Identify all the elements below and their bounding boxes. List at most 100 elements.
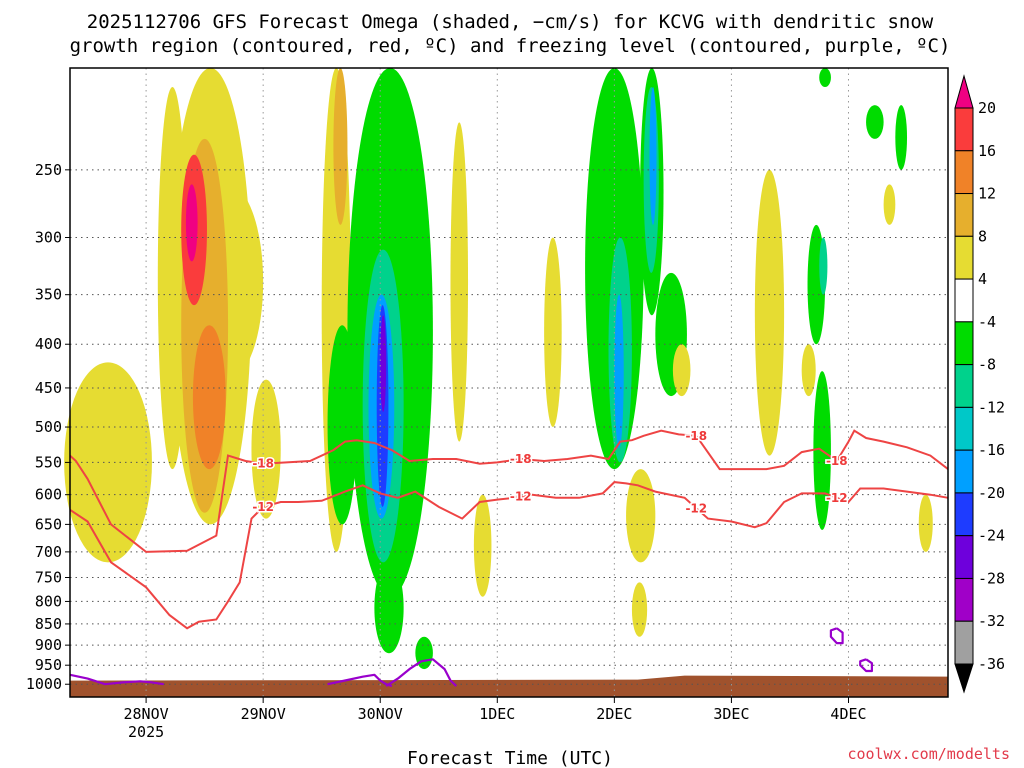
xtick-label-3DEC: 3DEC <box>713 705 749 723</box>
ytick-label-850: 850 <box>35 615 62 633</box>
colorbar-bottom-arrow <box>954 663 974 694</box>
xtick-label-4DEC: 4DEC <box>830 705 866 723</box>
colorbar-level--32: -32 <box>978 612 1005 630</box>
contour-lines: -18 -18 -18 -18 -12 -12 -12 -12 <box>69 427 949 688</box>
ytick-label-900: 900 <box>35 636 62 654</box>
ground-fill <box>70 675 948 697</box>
freezing-contour-2 <box>385 658 458 688</box>
colorbar-swatch-9 <box>954 278 974 323</box>
omega-cell-24 <box>614 294 624 449</box>
colorbar-swatch-2 <box>954 577 974 622</box>
ytick-label-700: 700 <box>35 543 62 561</box>
freezing-contour-3 <box>829 627 844 645</box>
colorbar-swatch-7 <box>954 364 974 408</box>
x-axis-label: Forecast Time (UTC) <box>407 748 613 768</box>
omega-cell-32 <box>754 169 785 456</box>
contour-label--18-1: -18 <box>510 452 532 466</box>
plot-frame <box>69 67 949 698</box>
omega-cell-41 <box>918 494 933 552</box>
colorbar-level--8: -8 <box>978 356 996 374</box>
dendritic-contour--18 <box>69 429 949 553</box>
colorbar-level-20: 20 <box>978 99 996 117</box>
plot-area: -18 -18 -18 -18 -12 -12 -12 -12 <box>64 67 949 698</box>
colorbar-level--20: -20 <box>978 484 1005 502</box>
xtick-label-2DEC: 2DEC <box>596 705 632 723</box>
omega-cell-10 <box>333 68 348 225</box>
surface-ground <box>70 675 948 697</box>
dotted-gridlines <box>70 68 948 697</box>
ytick-label-600: 600 <box>35 486 62 504</box>
site-credit[interactable]: coolwx.com/modelts <box>847 745 1010 763</box>
omega-cell-40 <box>883 184 896 225</box>
omega-cell-8 <box>251 379 281 519</box>
xtick-label-29NOV: 29NOV <box>241 705 286 723</box>
omega-cell-31 <box>672 344 691 397</box>
ytick-label-950: 950 <box>35 656 62 674</box>
xtick-sublabel-28NOV: 2025 <box>128 723 164 741</box>
omega-cell-37 <box>866 105 884 139</box>
colorbar-swatch-6 <box>954 406 974 451</box>
contour-label--12-0: -12 <box>252 500 274 514</box>
omega-cell-38 <box>819 68 831 88</box>
ytick-label-300: 300 <box>35 228 62 246</box>
xtick-label-1DEC: 1DEC <box>479 705 515 723</box>
omega-cell-36 <box>801 344 816 397</box>
ytick-label-800: 800 <box>35 592 62 610</box>
freezing-contour-4 <box>859 658 873 673</box>
colorbar-level-8: 8 <box>978 227 987 245</box>
contour-label--12-1: -12 <box>510 490 532 504</box>
omega-cell-7 <box>185 184 198 262</box>
chart-title-line-2: growth region (contoured, red, ºC) and f… <box>70 35 951 57</box>
freezing-contour-1 <box>327 673 393 688</box>
omega-cell-5 <box>192 325 226 470</box>
colorbar-swatch-10 <box>954 235 974 280</box>
ytick-label-400: 400 <box>35 335 62 353</box>
colorbar-level--28: -28 <box>978 569 1005 587</box>
xtick-label-30NOV: 30NOV <box>358 705 403 723</box>
omega-cell-27 <box>649 87 657 225</box>
omega-cell-29 <box>626 469 656 563</box>
omega-shading <box>64 67 933 670</box>
colorbar-swatch-11 <box>954 193 974 237</box>
omega-cell-17 <box>380 315 387 412</box>
ytick-label-650: 650 <box>35 515 62 533</box>
colorbar-level--36: -36 <box>978 655 1005 673</box>
ytick-label-750: 750 <box>35 568 62 586</box>
colorbar-swatch-13 <box>954 107 974 152</box>
contour-label--18-0: -18 <box>252 457 274 471</box>
chart-title-line-1: 2025112706 GFS Forecast Omega (shaded, −… <box>87 11 934 33</box>
omega-cell-13 <box>374 562 404 654</box>
contour-label--18-2: -18 <box>685 429 707 443</box>
omega-cell-19 <box>450 122 469 442</box>
contour-label--12-3: -12 <box>826 491 848 505</box>
ytick-label-350: 350 <box>35 286 62 304</box>
contour-label--18-3: -18 <box>826 454 848 468</box>
omega-cell-0 <box>64 362 152 563</box>
colorbar-level-4: 4 <box>978 270 987 288</box>
colorbar-swatch-5 <box>954 449 974 494</box>
omega-cell-35 <box>819 237 828 295</box>
ytick-label-500: 500 <box>35 418 62 436</box>
colorbar-level--24: -24 <box>978 527 1005 545</box>
xtick-label-28NOV: 28NOV <box>124 705 169 723</box>
contour-label--12-2: -12 <box>685 501 707 515</box>
colorbar-level--4: -4 <box>978 313 996 331</box>
ytick-label-1000: 1000 <box>26 675 62 693</box>
colorbar-level-12: 12 <box>978 185 996 203</box>
ytick-label-250: 250 <box>35 161 62 179</box>
omega-cell-20 <box>473 494 492 597</box>
ytick-label-450: 450 <box>35 379 62 397</box>
omega-cell-30 <box>631 582 648 637</box>
pressure-axis: 250 300 350 400 450 500 550 600 650 700 750 800 850 9… <box>26 161 70 693</box>
colorbar-level--16: -16 <box>978 441 1005 459</box>
colorbar-swatch-8 <box>954 321 974 366</box>
colorbar-swatch-12 <box>954 150 974 195</box>
omega-cell-21 <box>544 237 562 428</box>
colorbar-swatch-3 <box>954 535 974 579</box>
colorbar-top-arrow <box>954 74 974 109</box>
omega-cell-39 <box>895 105 908 170</box>
ytick-label-550: 550 <box>35 453 62 471</box>
colorbar-level--12: -12 <box>978 398 1005 416</box>
colorbar-swatch-1 <box>954 620 974 665</box>
